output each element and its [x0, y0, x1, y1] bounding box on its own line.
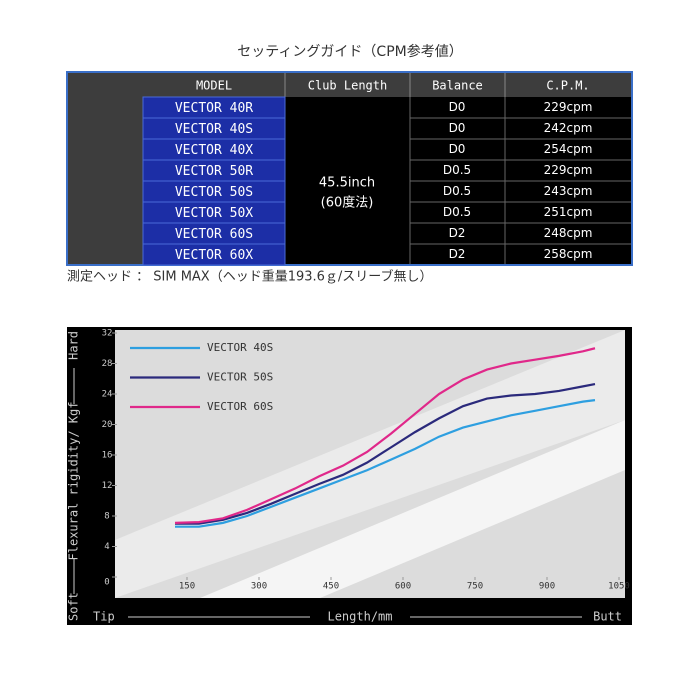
model-name: VECTOR 50X — [175, 206, 253, 221]
model-cell — [142, 243, 286, 266]
club-length: (60度法) — [321, 195, 374, 211]
balance: D0.5 — [443, 205, 471, 219]
chart: 0 4 8 12 16 20 24 28 32 150 300 450 600 750 900 1050 VEC… — [67, 329, 630, 624]
y-label-part: Soft — [67, 592, 81, 621]
y-label-part: Hard — [67, 331, 81, 360]
legend-label: VECTOR 50S — [207, 371, 273, 384]
balance: D0.5 — [443, 163, 471, 177]
header-cell: MODEL — [196, 79, 232, 93]
y-tick-label: 4 — [104, 542, 109, 552]
x-tick-label: 900 — [539, 582, 555, 592]
y-tick-label: 24 — [102, 390, 113, 400]
balance: D0 — [449, 100, 466, 114]
x-tick-label: 1050 — [608, 582, 630, 592]
model-name: VECTOR 50S — [175, 185, 253, 200]
cpm: 229cpm — [544, 163, 593, 177]
cpm: 248cpm — [544, 226, 593, 240]
balance: D2 — [449, 247, 466, 261]
model-name: VECTOR 40R — [175, 101, 253, 116]
x-label-part: Tip — [93, 610, 115, 624]
title: セッティングガイド（CPM参考値） — [237, 43, 462, 60]
cpm: 254cpm — [544, 142, 593, 156]
balance: D0 — [449, 142, 466, 156]
y-tick-label: 32 — [102, 329, 113, 339]
cpm: 229cpm — [544, 100, 593, 114]
y-tick-label: 20 — [102, 420, 113, 430]
balance: D2 — [449, 226, 466, 240]
legend-label: VECTOR 60S — [207, 400, 273, 413]
y-tick-label: 0 — [104, 578, 109, 588]
model-name: VECTOR 40X — [175, 143, 253, 158]
header-cell: C.P.M. — [546, 79, 589, 93]
x-label-part: Length/mm — [327, 610, 392, 624]
y-tick-label: 12 — [102, 481, 113, 491]
band — [200, 420, 625, 598]
cpm: 258cpm — [544, 247, 593, 261]
x-label-part: Butt — [593, 610, 622, 624]
x-tick-label: 450 — [323, 582, 339, 592]
header-cell: Club Length — [308, 79, 387, 93]
x-tick-label: 600 — [395, 582, 411, 592]
balance: D0.5 — [443, 184, 471, 198]
y-axis-label: Soft Flexural rigidity/ Kgf Hard — [67, 331, 81, 621]
club-length: 45.5inch — [319, 176, 375, 191]
y-tick-label: 28 — [102, 359, 113, 369]
header-row — [143, 73, 631, 97]
series-line — [175, 383, 596, 525]
spec-table: MODEL Club Length Balance C.P.M. VECTOR 40R D… — [66, 71, 633, 266]
y-tick-label: 8 — [104, 512, 109, 522]
model-name: VECTOR 40S — [175, 122, 253, 137]
x-tick-label: 150 — [179, 582, 195, 592]
y-label-part: Flexural rigidity/ Kgf — [67, 402, 81, 561]
y-tick-label: 16 — [102, 451, 113, 461]
left-column — [68, 73, 143, 264]
cpm: 243cpm — [544, 184, 593, 198]
balance: D0 — [449, 121, 466, 135]
legend-label: VECTOR 40S — [207, 341, 273, 354]
header-cell: Balance — [432, 79, 483, 93]
model-name: VECTOR 60X — [175, 248, 253, 263]
cpm: 242cpm — [544, 121, 593, 135]
cpm: 251cpm — [544, 205, 593, 219]
x-tick-label: 750 — [467, 582, 483, 592]
note: 測定ヘッド ： SIM MAX（ヘッド重量193.6ｇ/スリーブ無し） — [67, 269, 433, 285]
series-line — [175, 399, 596, 528]
series-line — [174, 347, 596, 524]
model-name: VECTOR 60S — [175, 227, 253, 242]
model-name: VECTOR 50R — [175, 164, 253, 179]
x-tick-label: 300 — [251, 582, 267, 592]
